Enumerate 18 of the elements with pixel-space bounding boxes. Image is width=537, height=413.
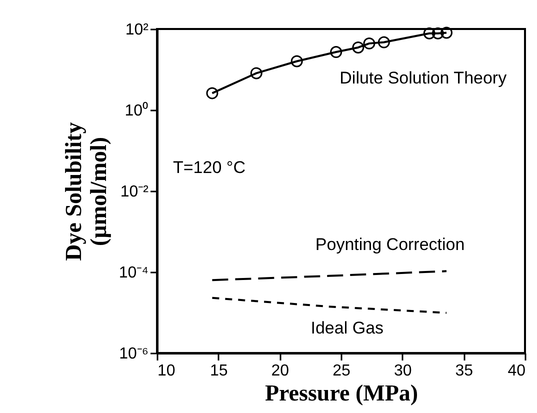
x-tick-label: 20 bbox=[271, 362, 290, 380]
series-label: Poynting Correction bbox=[315, 235, 465, 254]
x-tick-label: 30 bbox=[394, 362, 412, 380]
x-tick-label: 10 bbox=[158, 362, 176, 380]
x-tick-label: 25 bbox=[332, 362, 350, 380]
y-tick-label: 10² bbox=[125, 22, 150, 38]
y-tick-label: 10⁻⁶ bbox=[119, 346, 148, 362]
y-tick-label: 10⁻² bbox=[120, 184, 150, 200]
x-tick-label: 15 bbox=[210, 362, 228, 380]
annotation: T=120 °C bbox=[173, 158, 246, 177]
x-tick-label: 35 bbox=[455, 362, 474, 380]
x-axis-title: Pressure (MPa) bbox=[264, 380, 418, 406]
y-axis-title: Dye Solubility (µmol/mol) bbox=[60, 122, 111, 261]
y-tick-label: 10⁻⁴ bbox=[118, 264, 149, 282]
series-label: Dilute Solution Theory bbox=[340, 68, 508, 88]
series-label: Ideal Gas bbox=[310, 318, 384, 338]
x-tick-label: 40 bbox=[508, 362, 526, 380]
y-tick-label: 10⁰ bbox=[124, 102, 148, 120]
